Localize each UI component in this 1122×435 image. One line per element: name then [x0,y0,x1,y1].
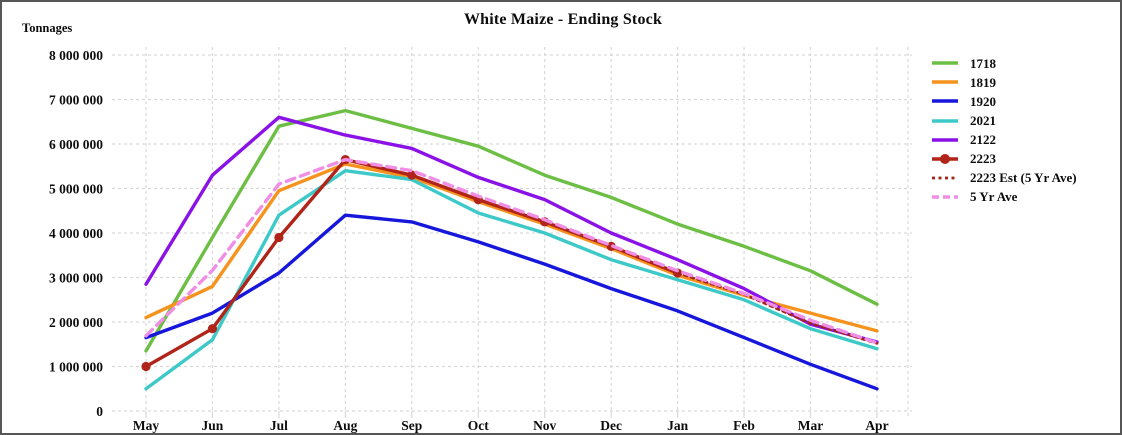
series-line-2122 [144,115,879,344]
legend-label: 2122 [970,132,996,148]
legend-label: 1819 [970,74,996,90]
x-tick-label: Jul [270,418,288,433]
y-axis-title: Tonnages [22,21,73,35]
y-tick-label: 4 000 000 [49,226,103,241]
x-tick-label: Aug [333,418,357,433]
x-tick-label: Dec [600,418,622,433]
x-tick-label: Jan [667,418,689,433]
series-line-1718 [144,108,879,353]
x-tick-label: Feb [733,418,755,433]
legend-swatch-2223-est-5-yr-ave [932,176,958,180]
legend-label: 2021 [970,113,996,129]
x-tick-label: Oct [468,418,489,433]
legend-swatch-1819 [932,80,958,85]
series-marker-2223 [141,361,151,372]
y-tick-label: 7 000 000 [49,92,103,107]
y-tick-label: 8 000 000 [49,48,103,63]
y-tick-label: 5 000 000 [49,181,103,196]
legend-swatch-2021 [932,118,958,123]
y-tick-label: 1 000 000 [49,359,103,374]
x-tick-label: Jun [202,418,224,433]
series-line-2021 [144,169,879,391]
chart-title: White Maize - Ending Stock [463,11,663,28]
legend-item-1920: 1920 [930,94,1077,109]
series-marker-2223 [207,324,218,334]
chart-legend: 1718 1819 1920 2021 2122 2223 2223 Est (5 Yr A… [930,56,1077,204]
legend-label: 2223 Est (5 Yr Ave) [970,170,1077,186]
series-marker-2223 [274,232,284,243]
y-tick-label: 2 000 000 [49,315,103,330]
y-tick-label: 3 000 000 [49,270,103,285]
legend-item-2122: 2122 [930,132,1077,147]
legend-swatch-5-yr-ave [932,195,958,199]
legend-label: 1920 [970,93,996,109]
legend-swatch-1718 [932,61,958,65]
legend-item-1819: 1819 [930,75,1077,90]
x-tick-label: Apr [865,418,888,433]
legend-label: 2223 [970,151,996,167]
x-tick-label: Sep [401,418,422,433]
legend-item-2021: 2021 [930,113,1077,128]
legend-label: 5 Yr Ave [970,189,1018,205]
x-tick-label: May [133,418,159,433]
y-tick-label: 6 000 000 [49,137,103,152]
x-tick-label: Nov [533,418,556,433]
x-tick-label: Mar [798,418,823,433]
legend-item-2223-est-5-yr-ave: 2223 Est (5 Yr Ave) [930,171,1077,186]
legend-label: 1718 [970,55,996,71]
series-line-5-yr-ave [144,157,879,345]
series-marker-2223 [407,170,417,180]
legend-swatch-1920 [932,99,958,104]
legend-swatch-2122 [932,137,958,142]
series-line-1920 [144,213,879,391]
y-tick-label: 0 [96,404,103,419]
legend-item-5-yr-ave: 5 Yr Ave [930,190,1077,205]
legend-swatch-2223 [932,153,958,164]
legend-item-1718: 1718 [930,56,1077,71]
legend-item-2223: 2223 [930,151,1077,166]
